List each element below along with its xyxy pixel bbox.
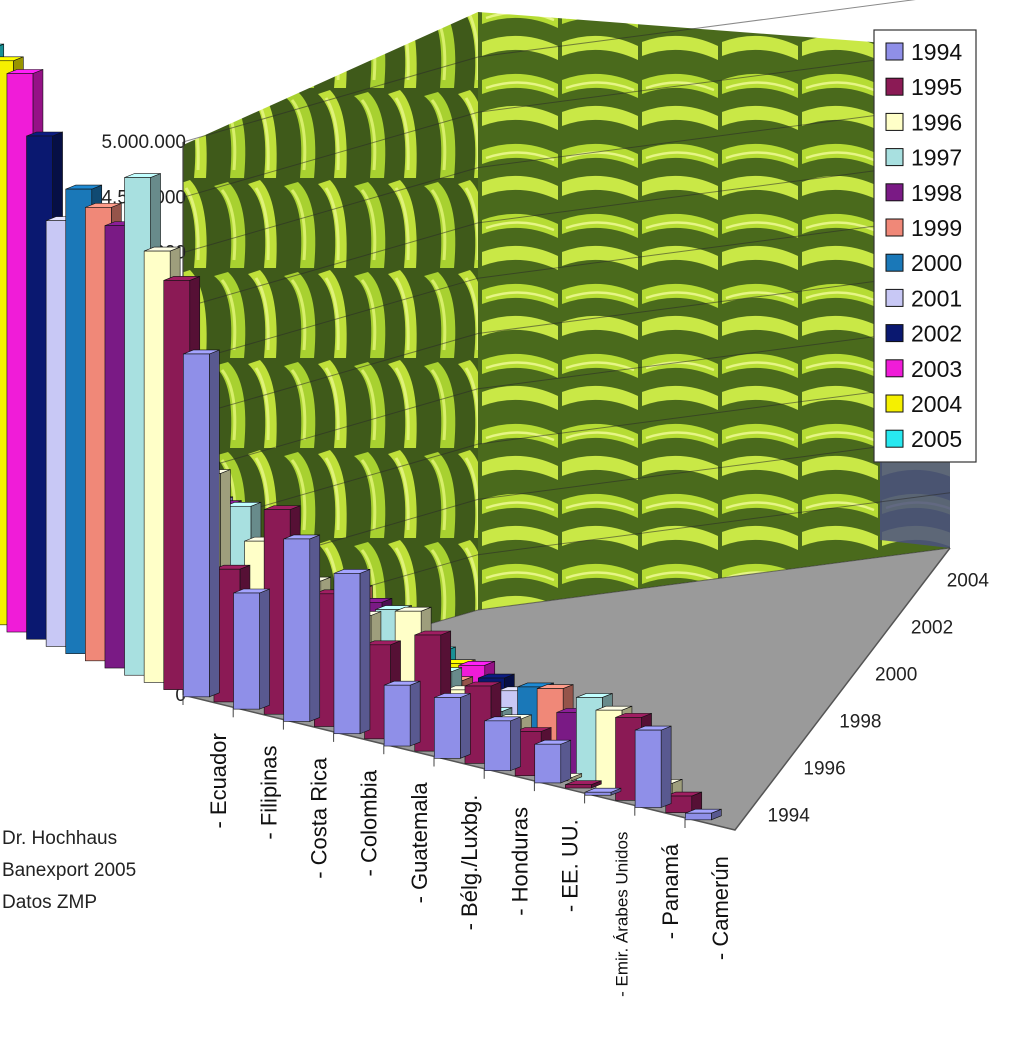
legend: 1994 1995 1996 1997 1998 1999 2000 2001 2002 2003… bbox=[873, 29, 977, 463]
category-label: - Costa Rica bbox=[307, 757, 332, 879]
y-tick-label: 0 bbox=[175, 685, 186, 706]
gridline bbox=[182, 215, 951, 364]
y-tick-label: 5.000.000 bbox=[101, 132, 186, 153]
bar-1994-6 bbox=[434, 693, 471, 759]
legend-box bbox=[873, 29, 977, 463]
legend-label: 1999 bbox=[911, 215, 962, 241]
legend-swatch bbox=[885, 359, 904, 378]
bar-1994-5 bbox=[383, 680, 421, 747]
bar-1994-4 bbox=[333, 568, 371, 735]
legend-swatch bbox=[885, 218, 904, 237]
category-label: - Camerún bbox=[708, 856, 733, 960]
bar-1994-11 bbox=[685, 808, 722, 821]
legend-label: 1997 bbox=[911, 145, 962, 171]
category-label: - Panamá bbox=[658, 843, 683, 939]
category-label: - Honduras bbox=[507, 807, 532, 916]
legend-label: 2001 bbox=[911, 285, 962, 311]
back-wall bbox=[478, 12, 950, 610]
legend-label: 2002 bbox=[911, 321, 962, 347]
bar-1994-10 bbox=[634, 725, 672, 808]
gridline bbox=[182, 0, 916, 143]
legend-label: 2000 bbox=[911, 250, 962, 276]
credit-line-3: Datos ZMP bbox=[2, 892, 98, 913]
credit-line-2: Banexport 2005 bbox=[2, 860, 137, 881]
credit-line-1: Dr. Hochhaus bbox=[2, 828, 118, 849]
legend-label: 1995 bbox=[911, 74, 962, 100]
legend-label: 1998 bbox=[911, 180, 962, 206]
depth-tick-label: 1998 bbox=[839, 712, 881, 733]
gridlines bbox=[182, 0, 951, 696]
category-label: - Emir. Árabes Unidos bbox=[613, 832, 632, 997]
legend-swatch bbox=[885, 77, 904, 96]
category-label: - Colombia bbox=[357, 769, 382, 876]
gridline bbox=[182, 381, 951, 530]
legend-label: 1994 bbox=[911, 39, 962, 65]
legend-swatch bbox=[885, 429, 904, 448]
bar-1995-9 bbox=[565, 780, 602, 789]
legend-swatch bbox=[885, 288, 904, 307]
depth-tick-label: 2000 bbox=[875, 665, 917, 686]
category-label: - Filipinas bbox=[256, 745, 281, 839]
bar-1994-3 bbox=[283, 534, 321, 722]
gridline bbox=[182, 160, 951, 309]
gridline bbox=[182, 271, 951, 419]
category-label: - Guatemala bbox=[407, 782, 432, 904]
legend-label: 2005 bbox=[911, 426, 962, 452]
legend-swatch bbox=[885, 148, 904, 167]
depth-tick-label: 2002 bbox=[911, 618, 953, 639]
legend-swatch bbox=[885, 42, 904, 61]
category-label: - EE. UU. bbox=[558, 819, 583, 912]
gridline bbox=[182, 326, 951, 475]
category-label: - Bélg./Luxbg. bbox=[457, 795, 482, 931]
legend-swatch bbox=[885, 183, 904, 202]
floor-edge bbox=[182, 547, 951, 831]
bar-1994-8 bbox=[534, 739, 572, 784]
legend-swatch bbox=[885, 324, 904, 343]
legend-swatch bbox=[885, 112, 904, 131]
depth-tick-label: 2004 bbox=[947, 571, 990, 592]
bar-1994-2 bbox=[233, 588, 270, 710]
bar-1995-11 bbox=[665, 791, 703, 814]
legend-label: 2004 bbox=[911, 391, 962, 417]
legend-swatch bbox=[885, 394, 904, 413]
gridline bbox=[182, 105, 951, 254]
depth-tick-label: 1994 bbox=[768, 806, 811, 827]
depth-tick-label: 1996 bbox=[803, 759, 845, 780]
legend-label: 1996 bbox=[911, 109, 962, 135]
gridline bbox=[182, 49, 951, 198]
bar-1994-9 bbox=[584, 787, 622, 796]
legend-label: 2003 bbox=[911, 356, 962, 382]
bars bbox=[0, 43, 722, 821]
depth-axis: 1994 1996 1998 2000 2002 2004 bbox=[768, 571, 990, 827]
category-label: - Ecuador bbox=[206, 733, 231, 828]
x-axis: - Ecuador - Filipinas - Costa Rica - Colomb… bbox=[182, 695, 733, 997]
bar-1994-7 bbox=[484, 716, 521, 772]
legend-swatch bbox=[885, 253, 904, 272]
bar-1994-1 bbox=[183, 349, 220, 698]
